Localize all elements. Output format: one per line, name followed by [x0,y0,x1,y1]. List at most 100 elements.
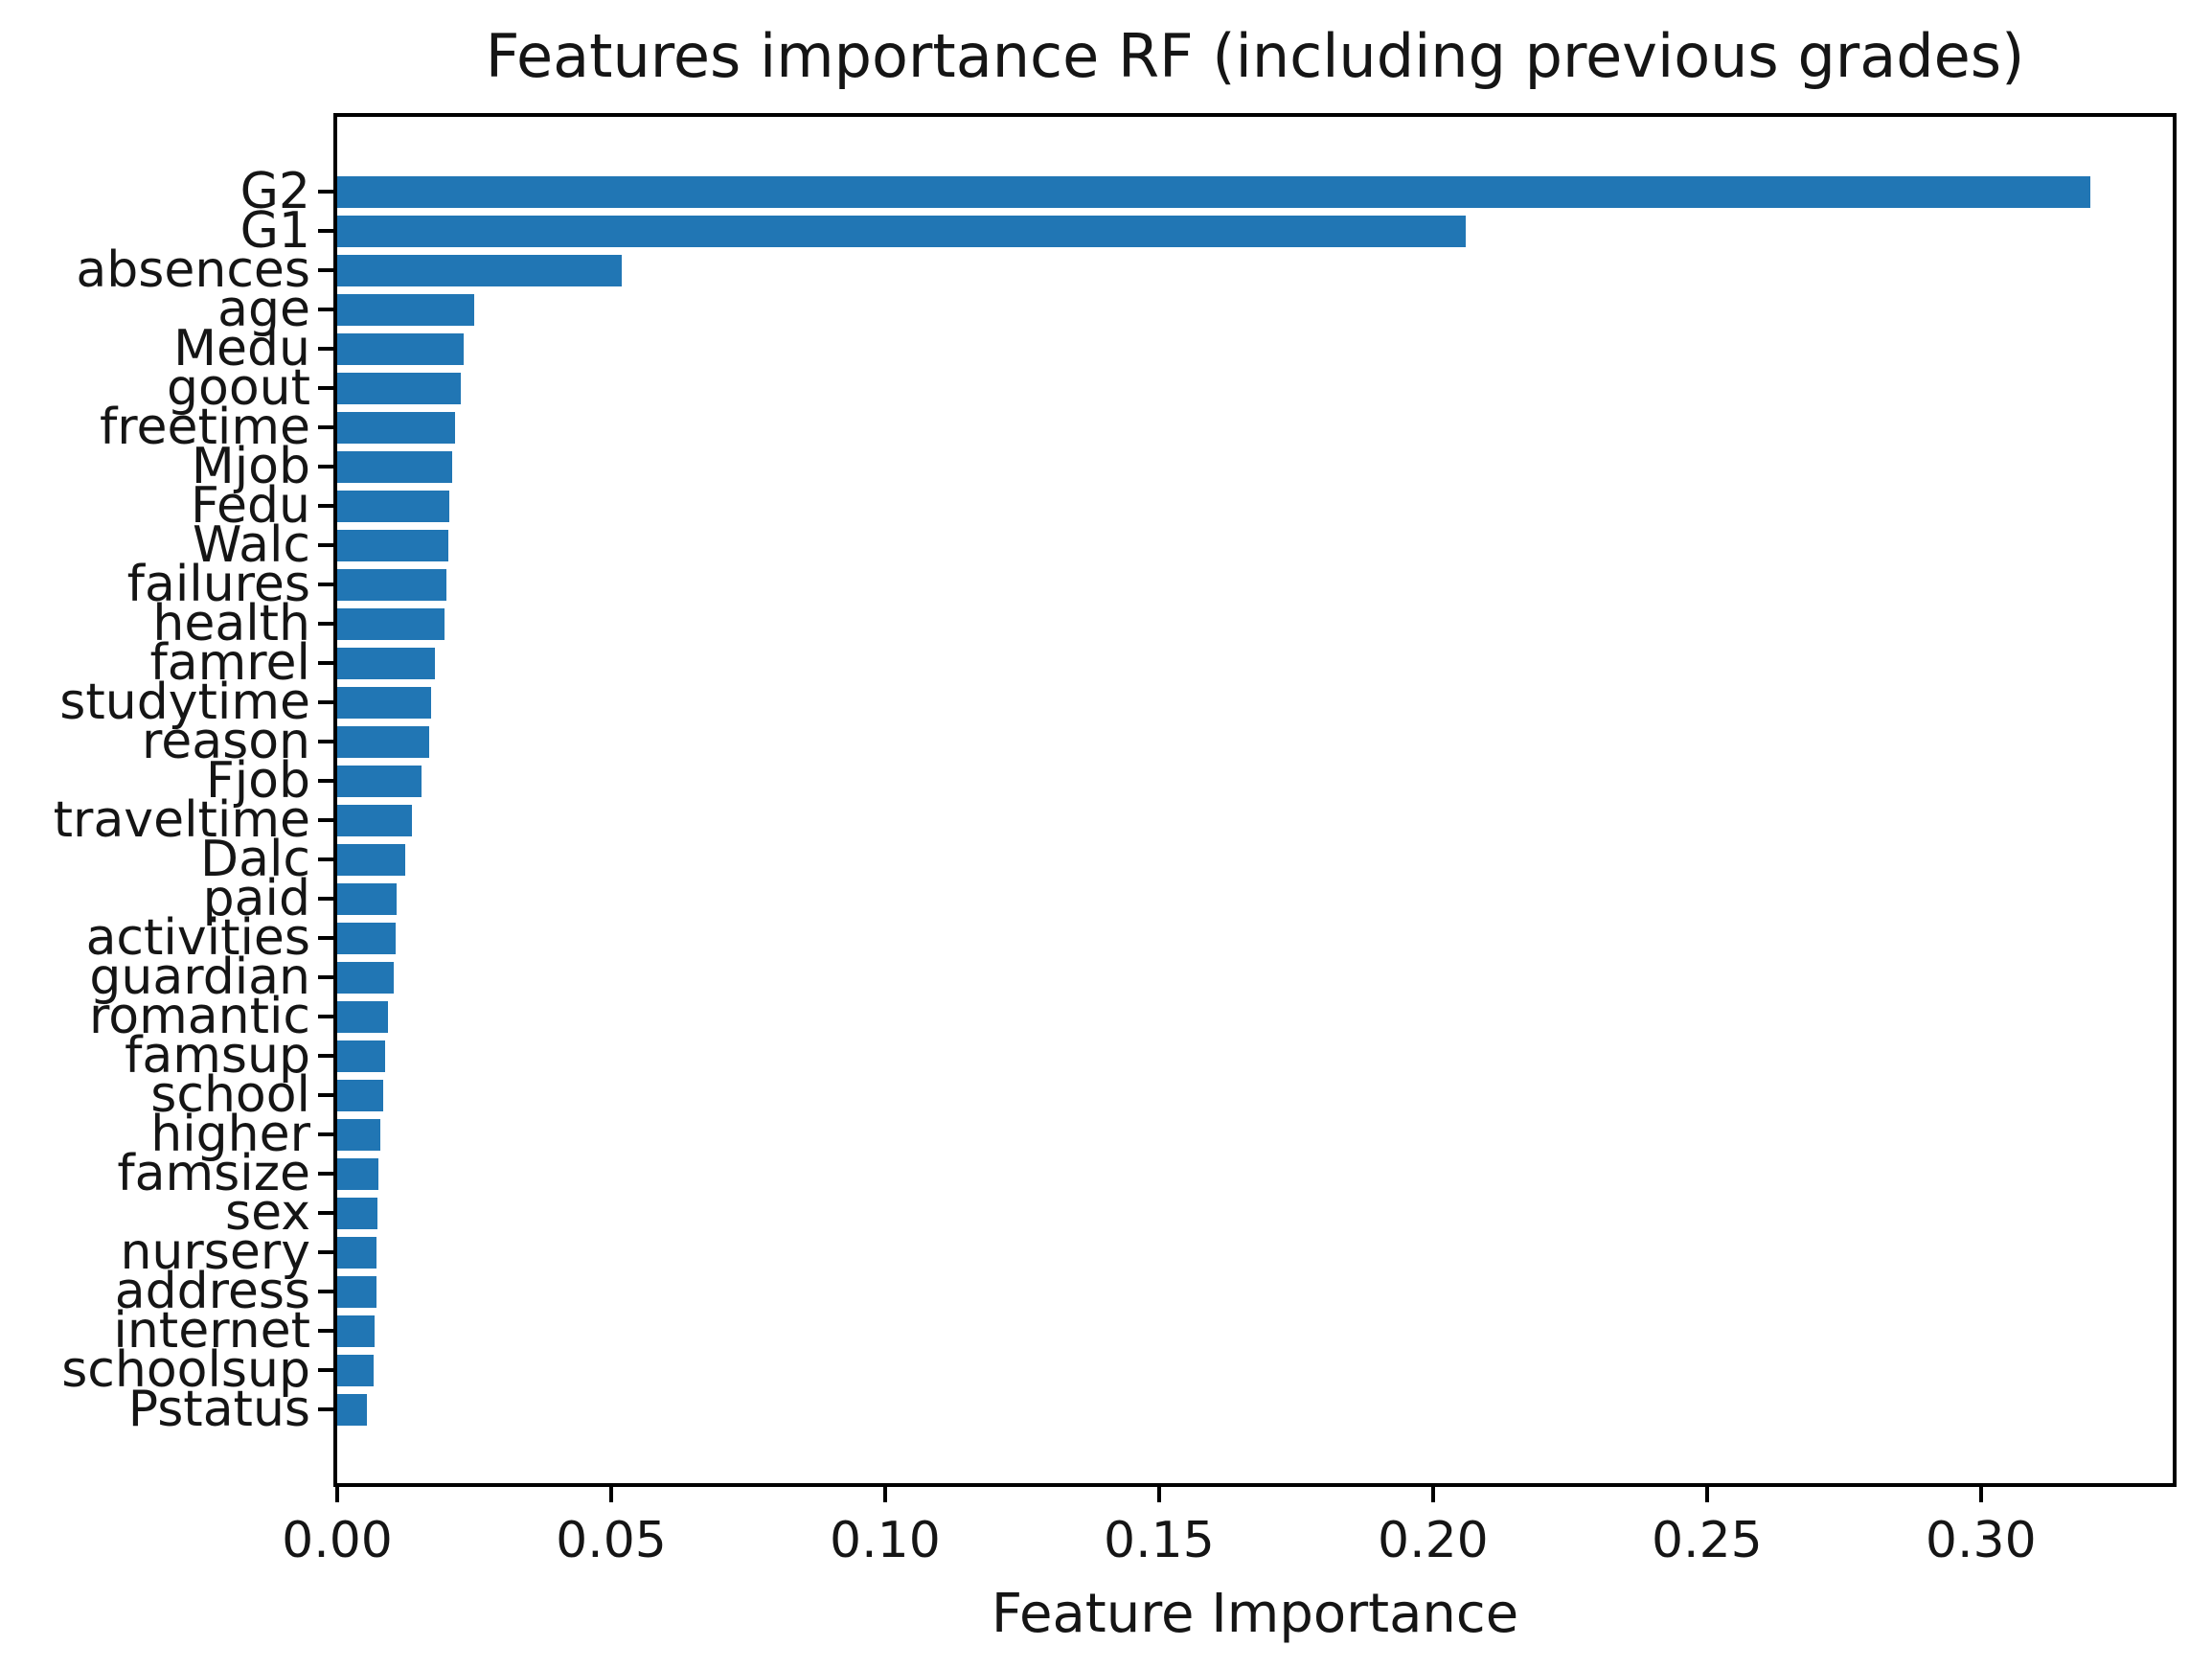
xtick-mark-0.05 [608,1487,613,1502]
ytick-mark-famsup [318,1054,333,1058]
ytick-label-Pstatus: Pstatus [127,1381,310,1438]
ytick-label-reason: reason [142,713,310,770]
ytick-mark-romantic [318,1015,333,1018]
ytick-mark-nursery [318,1250,333,1254]
bar-sex [337,1197,377,1229]
ytick-mark-schoolsup [318,1368,333,1372]
ytick-label-address: address [114,1263,310,1320]
bar-address [337,1275,376,1308]
bar-Walc [337,529,448,561]
ytick-mark-Fjob [318,779,333,783]
ytick-label-internet: internet [113,1302,310,1360]
bar-guardian [337,961,394,994]
bar-failures [337,568,446,601]
bar-Fedu [337,490,449,522]
bar-Fjob [337,765,422,797]
ytick-label-G2: G2 [239,163,310,220]
ytick-label-Dalc: Dalc [200,831,310,888]
ytick-mark-reason [318,740,333,743]
ytick-label-Walc: Walc [193,516,310,574]
ytick-label-romantic: romantic [89,988,310,1045]
bar-absences [337,254,622,286]
xtick-label-0.30: 0.30 [1925,1512,2037,1569]
ytick-label-higher: higher [150,1106,310,1163]
bar-activities [337,922,396,954]
ytick-label-age: age [217,281,310,338]
ytick-label-paid: paid [202,870,310,927]
ytick-mark-Medu [318,347,333,351]
ytick-label-famsup: famsup [125,1027,310,1085]
bar-G1 [337,215,1466,247]
bar-school [337,1079,383,1111]
plot-area [333,113,2177,1487]
bar-Pstatus [337,1393,367,1426]
ytick-mark-G1 [318,229,333,233]
xtick-label-0.25: 0.25 [1651,1512,1763,1569]
xtick-mark-0.15 [1156,1487,1161,1502]
ytick-mark-internet [318,1329,333,1333]
ytick-mark-absences [318,268,333,272]
xtick-mark-0.25 [1704,1487,1709,1502]
ytick-mark-age [318,308,333,311]
xtick-label-0.10: 0.10 [830,1512,941,1569]
ytick-label-Fedu: Fedu [190,477,310,535]
x-axis-label: Feature Importance [991,1583,1519,1645]
bar-Medu [337,332,464,365]
ytick-mark-Mjob [318,465,333,469]
ytick-label-freetime: freetime [99,399,310,456]
bar-Mjob [337,450,452,483]
ytick-label-traveltime: traveltime [53,791,310,849]
ytick-label-famsize: famsize [117,1145,310,1202]
bar-G2 [337,175,2090,208]
ytick-mark-famsize [318,1172,333,1176]
ytick-label-health: health [152,595,310,652]
xtick-mark-0.30 [1978,1487,1983,1502]
bar-famsize [337,1157,378,1190]
ytick-label-Fjob: Fjob [205,752,310,810]
bar-famrel [337,647,435,679]
ytick-mark-traveltime [318,818,333,822]
ytick-mark-guardian [318,975,333,979]
ytick-label-nursery: nursery [120,1223,310,1281]
ytick-mark-higher [318,1132,333,1136]
bar-higher [337,1118,380,1151]
ytick-label-Mjob: Mjob [191,438,310,495]
ytick-mark-sex [318,1211,333,1215]
ytick-mark-studytime [318,700,333,704]
bar-nursery [337,1236,376,1269]
ytick-label-sex: sex [225,1184,310,1242]
ytick-mark-Dalc [318,857,333,861]
bar-goout [337,372,461,404]
bar-health [337,607,445,640]
xtick-mark-0.00 [335,1487,339,1502]
bar-romantic [337,1000,388,1033]
bar-reason [337,725,429,758]
ytick-mark-address [318,1290,333,1293]
bar-Dalc [337,843,405,876]
xtick-mark-0.20 [1430,1487,1435,1502]
xtick-label-0.05: 0.05 [556,1512,667,1569]
ytick-label-schoolsup: schoolsup [61,1341,310,1399]
ytick-mark-school [318,1093,333,1097]
bar-paid [337,882,397,915]
xtick-label-0.00: 0.00 [282,1512,393,1569]
ytick-mark-goout [318,386,333,390]
xtick-label-0.15: 0.15 [1104,1512,1215,1569]
ytick-mark-Fedu [318,504,333,508]
ytick-mark-Pstatus [318,1407,333,1411]
bar-traveltime [337,804,412,836]
bar-freetime [337,411,455,444]
ytick-label-activities: activities [85,909,310,967]
xtick-mark-0.10 [882,1487,887,1502]
ytick-label-failures: failures [126,556,310,613]
ytick-label-guardian: guardian [89,949,310,1006]
ytick-mark-famrel [318,661,333,665]
bar-famsup [337,1040,385,1072]
ytick-label-famrel: famrel [149,634,310,692]
ytick-label-Medu: Medu [173,320,310,377]
ytick-mark-G2 [318,190,333,194]
ytick-mark-Walc [318,543,333,547]
ytick-label-G1: G1 [239,202,310,260]
ytick-label-school: school [150,1066,310,1124]
